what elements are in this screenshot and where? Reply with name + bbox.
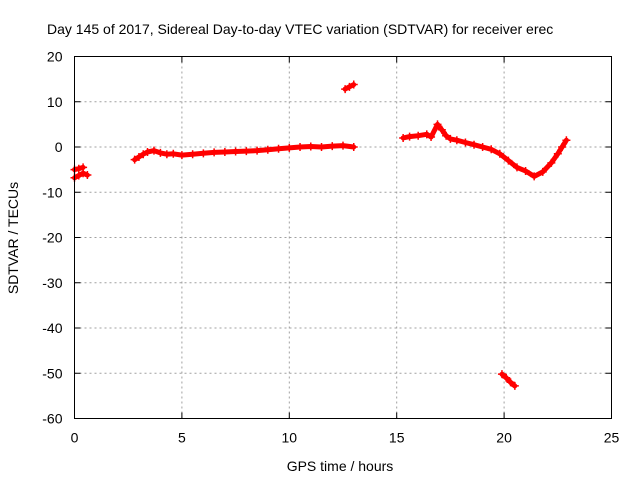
data-point-marker (83, 171, 92, 180)
data-point-marker (306, 142, 315, 151)
data-point-marker (530, 172, 539, 181)
data-point-marker (242, 147, 251, 156)
data-point-marker (177, 151, 186, 160)
data-point-marker (339, 141, 347, 150)
data-point-marker (558, 143, 567, 151)
data-point-marker (512, 163, 521, 172)
data-point-marker (274, 144, 283, 153)
data-point-marker (156, 148, 165, 157)
y-tick-label: -10 (42, 184, 62, 200)
data-point-marker (134, 152, 143, 161)
x-tick-label: 25 (604, 430, 620, 446)
series-trace (400, 121, 569, 179)
data-point-marker (253, 146, 262, 155)
y-tick-label: 0 (55, 139, 63, 155)
y-tick-label: 10 (47, 94, 63, 110)
data-point-marker (553, 149, 562, 158)
data-point-marker (487, 145, 496, 154)
data-point-marker (328, 142, 337, 151)
data-point-marker (442, 131, 451, 140)
x-tick-label: 15 (389, 430, 405, 446)
x-tick-label: 10 (282, 430, 298, 446)
data-point-marker (446, 134, 455, 143)
data-point-marker (345, 82, 354, 91)
data-point-marker (405, 132, 414, 141)
y-tick-label: 20 (47, 49, 63, 65)
data-point-marker (452, 136, 461, 145)
grid-lines (74, 56, 612, 419)
data-point-marker (478, 143, 487, 151)
data-point-marker (422, 130, 431, 139)
data-point-marker (220, 147, 229, 156)
data-point-marker (188, 150, 197, 159)
data-point-marker (504, 156, 513, 165)
data-point-marker (538, 167, 547, 176)
data-point-marker (562, 136, 571, 145)
data-point-marker (521, 166, 530, 175)
data-point-marker (349, 80, 358, 89)
y-tick-label: -50 (42, 365, 62, 381)
y-tick-label: -40 (42, 320, 62, 336)
data-point-marker (427, 133, 436, 142)
data-point-marker (74, 164, 83, 173)
data-point-marker (149, 146, 158, 155)
data-point-marker (510, 381, 519, 390)
data-point-marker (79, 169, 88, 178)
data-point-marker (341, 85, 350, 94)
chart-title: Day 145 of 2017, Sidereal Day-to-day VTE… (47, 21, 553, 37)
data-point-marker (399, 133, 408, 142)
data-point-marker (231, 147, 240, 156)
y-tick-label: -60 (42, 411, 62, 427)
axis-ticks: 0 5 10 15 20 25 20 10 0 -10 -20 -30 -40 -50 -60 (42, 49, 619, 446)
x-tick-label: 5 (178, 430, 186, 446)
data-point-marker (495, 149, 504, 158)
data-point-marker (169, 149, 178, 158)
data-point-marker (433, 120, 442, 129)
data-point-marker (143, 147, 152, 156)
data-point-marker (317, 143, 326, 151)
series-trace (499, 371, 518, 389)
x-axis-label: GPS time / hours (287, 458, 394, 474)
data-point-marker (414, 131, 423, 140)
data-point-marker (199, 149, 208, 158)
data-point-marker (502, 373, 511, 382)
data-point-marker (285, 143, 294, 152)
y-tick-label: -30 (42, 275, 62, 291)
data-point-marker (461, 138, 470, 147)
y-axis-label: SDTVAR / TECUs (5, 182, 21, 294)
data-point-marker (497, 370, 506, 379)
data-point-marker (437, 125, 446, 134)
data-point-marker (349, 143, 358, 151)
x-tick-label: 0 (71, 430, 79, 446)
data-point-marker (547, 158, 556, 167)
y-tick-label: -20 (42, 230, 62, 246)
data-point-marker (74, 171, 83, 180)
data-point-marker (506, 378, 515, 387)
data-points (70, 80, 571, 390)
data-point-marker (130, 155, 139, 164)
x-tick-label: 20 (496, 430, 512, 446)
data-point-marker (296, 143, 305, 151)
data-point-marker (210, 148, 219, 157)
data-point-marker (470, 140, 479, 149)
series-trace (72, 170, 90, 181)
data-point-marker (263, 145, 272, 154)
data-point-marker (139, 150, 148, 159)
